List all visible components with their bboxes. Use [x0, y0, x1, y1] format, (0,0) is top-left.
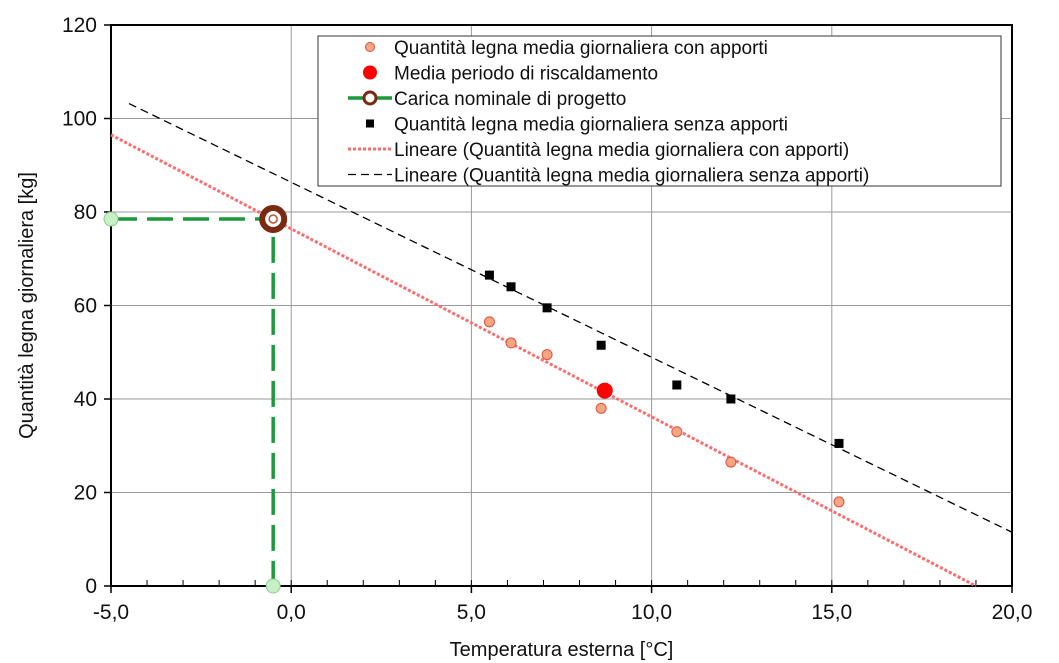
projection-x-endpoint — [265, 578, 281, 594]
y-tick-label: 40 — [74, 388, 97, 411]
point-con-apporti — [505, 337, 517, 349]
design-projection-line — [111, 217, 275, 586]
y-tick-label: 20 — [74, 482, 97, 505]
projection-y-endpoint — [103, 211, 119, 227]
y-tick-label: 80 — [74, 201, 97, 224]
points — [259, 205, 845, 508]
x-tick-label: 5,0 — [457, 601, 486, 624]
point-senza-apporti — [672, 380, 682, 390]
x-tick-label: -5,0 — [93, 601, 129, 624]
projection — [103, 211, 281, 594]
point-carica-nominale — [259, 205, 288, 234]
point-con-apporti — [671, 426, 683, 438]
x-tick-label: 20,0 — [992, 601, 1033, 624]
trendline-senza-apporti — [128, 102, 1013, 533]
legend-marker-con-apporti — [365, 42, 375, 52]
y-tick-label: 0 — [85, 575, 97, 598]
x-tick-label: 15,0 — [811, 601, 852, 624]
x-tick-label: 0,0 — [277, 601, 306, 624]
legend-box — [317, 35, 1002, 187]
point-con-apporti — [725, 456, 737, 468]
point-senza-apporti — [726, 394, 736, 404]
legend-label: Quantità legna media giornaliera senza a… — [394, 115, 788, 136]
point-media-periodo — [596, 382, 613, 399]
point-senza-apporti — [542, 303, 552, 313]
y-tick-label: 120 — [62, 14, 97, 37]
point-senza-apporti — [506, 282, 516, 292]
point-con-apporti — [833, 496, 845, 508]
point-con-apporti — [541, 349, 553, 361]
legend-marker-media — [363, 65, 377, 80]
x-tick-label: 10,0 — [631, 601, 672, 624]
point-senza-apporti — [484, 270, 494, 280]
point-senza-apporti — [834, 438, 844, 448]
x-axis-label: Temperatura esterna [°C] — [450, 639, 674, 661]
y-tick-label: 100 — [62, 108, 97, 131]
legend-label: Lineare (Quantità legna media giornalier… — [394, 166, 869, 187]
trendlines — [110, 102, 1013, 588]
legend-label: Quantità legna media giornaliera con app… — [394, 38, 768, 59]
legend-label: Lineare (Quantità legna media giornalier… — [394, 140, 849, 161]
legend-label: Media periodo di riscaldamento — [394, 64, 658, 85]
legend-label: Carica nominale di progetto — [394, 89, 626, 110]
ticks: -5,0 0,0 5,0 10,0 15,0 20,0 0 20 40 60 80 100 120 — [62, 14, 1032, 624]
point-con-apporti — [595, 402, 607, 414]
y-axis-label: Quantità legna giornaliera [kg] — [16, 172, 38, 439]
y-tick-label: 60 — [74, 295, 97, 318]
legend-marker-carica — [362, 90, 378, 106]
point-con-apporti — [483, 316, 495, 328]
legend-marker-senza-apporti — [366, 119, 374, 128]
point-carica-nominale-inner — [268, 214, 278, 224]
trendline-con-apporti — [110, 133, 977, 588]
point-senza-apporti — [596, 340, 606, 350]
legend: Quantità legna media giornaliera con app… — [317, 35, 1002, 187]
